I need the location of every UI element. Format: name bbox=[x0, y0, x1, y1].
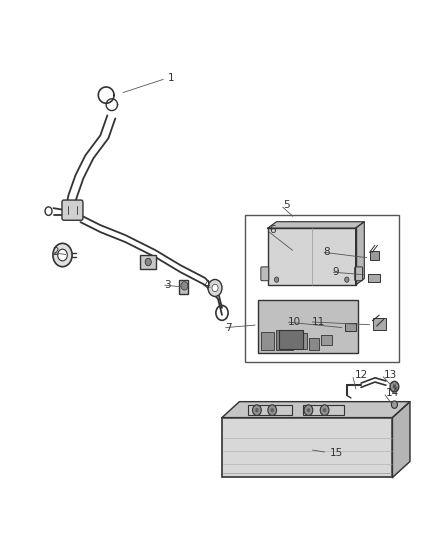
Bar bbox=[372, 319, 385, 330]
Circle shape bbox=[208, 279, 222, 296]
Circle shape bbox=[393, 385, 396, 389]
Bar bbox=[345, 322, 356, 331]
Text: 10: 10 bbox=[288, 317, 301, 327]
Bar bbox=[245, 215, 399, 362]
Circle shape bbox=[53, 244, 72, 266]
Circle shape bbox=[304, 405, 313, 416]
Bar bbox=[295, 333, 307, 349]
Text: 9: 9 bbox=[332, 267, 339, 277]
Bar bbox=[140, 255, 156, 270]
Circle shape bbox=[253, 405, 261, 416]
FancyBboxPatch shape bbox=[261, 267, 269, 281]
Circle shape bbox=[320, 405, 329, 416]
Circle shape bbox=[392, 401, 398, 408]
Text: 5: 5 bbox=[283, 200, 290, 210]
Circle shape bbox=[345, 277, 349, 282]
Bar bbox=[268, 228, 356, 285]
Circle shape bbox=[58, 249, 67, 261]
Circle shape bbox=[255, 408, 259, 413]
Text: 3: 3 bbox=[164, 280, 171, 290]
Bar bbox=[279, 330, 303, 349]
Circle shape bbox=[212, 284, 218, 292]
Bar bbox=[321, 335, 332, 345]
Bar bbox=[222, 417, 392, 478]
Bar bbox=[248, 405, 292, 416]
Bar bbox=[303, 405, 344, 416]
Circle shape bbox=[307, 408, 310, 413]
Bar bbox=[370, 251, 379, 260]
Text: 13: 13 bbox=[384, 370, 397, 379]
Text: 4: 4 bbox=[203, 280, 210, 290]
Bar bbox=[309, 338, 319, 350]
FancyBboxPatch shape bbox=[355, 267, 363, 281]
Circle shape bbox=[145, 259, 151, 266]
Text: 14: 14 bbox=[385, 387, 399, 398]
Bar bbox=[276, 330, 293, 350]
Polygon shape bbox=[222, 402, 410, 417]
Circle shape bbox=[323, 408, 326, 413]
Circle shape bbox=[268, 405, 276, 416]
Bar bbox=[367, 274, 380, 282]
Text: 1: 1 bbox=[168, 74, 175, 84]
Polygon shape bbox=[356, 222, 364, 285]
Polygon shape bbox=[268, 222, 364, 228]
Circle shape bbox=[274, 277, 279, 282]
Bar bbox=[179, 279, 188, 294]
Circle shape bbox=[270, 408, 274, 413]
Text: 15: 15 bbox=[330, 448, 343, 457]
Text: 11: 11 bbox=[312, 317, 325, 327]
Text: 6: 6 bbox=[269, 225, 276, 235]
Polygon shape bbox=[392, 402, 410, 478]
Text: 2: 2 bbox=[53, 247, 59, 257]
Text: 7: 7 bbox=[225, 323, 232, 333]
Circle shape bbox=[181, 281, 188, 290]
Text: 12: 12 bbox=[355, 370, 368, 379]
FancyBboxPatch shape bbox=[62, 200, 83, 220]
Bar bbox=[261, 332, 274, 350]
Bar bbox=[258, 300, 357, 353]
Text: 8: 8 bbox=[324, 247, 330, 257]
Circle shape bbox=[390, 382, 399, 392]
